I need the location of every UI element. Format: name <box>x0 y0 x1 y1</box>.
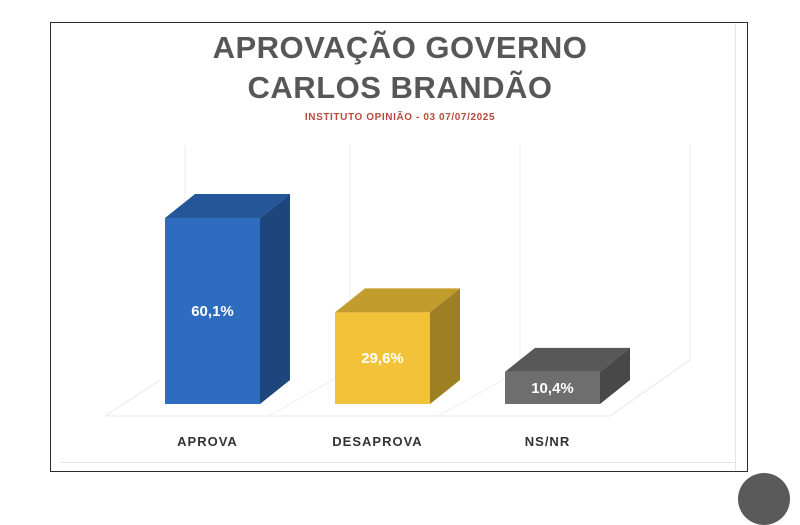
floating-action-button[interactable] <box>738 473 790 525</box>
bar-side-2 <box>430 288 460 404</box>
chart-title-line-1: APROVAÇÃO GOVERNO <box>212 30 588 65</box>
category-label-2: DESAPROVA <box>332 434 422 449</box>
chart-title: APROVAÇÃO GOVERNO CARLOS BRANDÃO <box>0 28 800 108</box>
bar-top-3 <box>505 347 630 372</box>
chart-title-line-2: CARLOS BRANDÃO <box>247 70 553 105</box>
data-label-3: 10,4% <box>531 380 574 397</box>
floor-divider <box>267 375 341 417</box>
chart-grid <box>104 145 691 417</box>
category-label-1: APROVA <box>177 434 238 449</box>
floor-right-edge <box>609 359 691 417</box>
bar-top-2 <box>335 288 460 313</box>
category-label-3: NS/NR <box>525 434 570 449</box>
bar-front-3 <box>505 371 600 404</box>
bar-side-1 <box>260 194 290 404</box>
bar-front-2 <box>335 312 430 404</box>
chart-bars <box>165 194 630 404</box>
data-label-2: 29,6% <box>361 350 404 367</box>
chart-subtitle: INSTITUTO OPINIÃO - 03 07/07/2025 <box>304 112 496 123</box>
floor-divider <box>437 375 511 417</box>
frame-inner-edge <box>735 24 736 470</box>
frame-bottom-edge <box>60 462 736 463</box>
data-label-1: 60,1% <box>191 303 234 320</box>
bar-front-1 <box>165 218 260 404</box>
chart-labels: 60,1% APROVA 29,6% DESAPROVA 10,4% NS/NR <box>177 303 574 449</box>
floor-left-edge <box>104 379 161 417</box>
chart-plot: 60,1% APROVA 29,6% DESAPROVA 10,4% NS/NR <box>104 145 691 449</box>
bar-side-3 <box>600 347 630 404</box>
bar-top-1 <box>165 194 290 218</box>
